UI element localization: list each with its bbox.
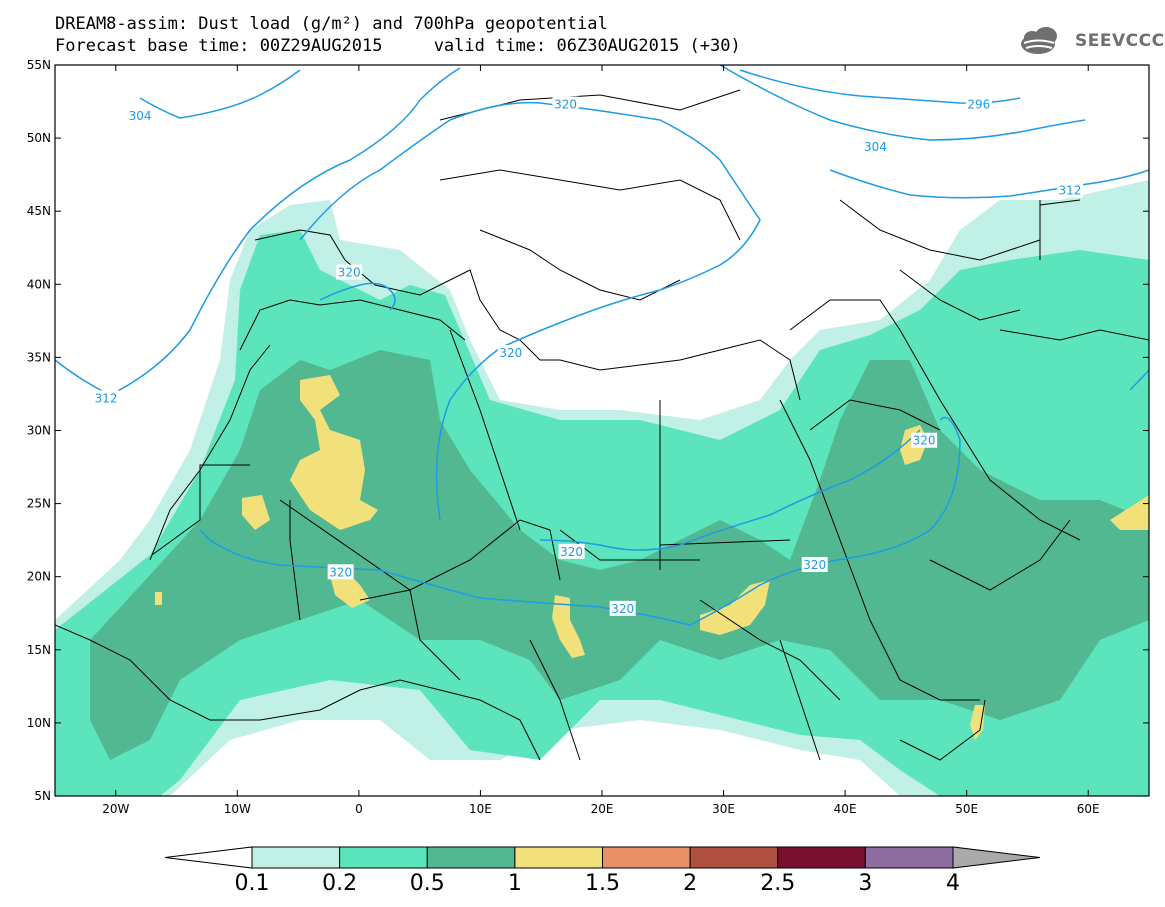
contour-label: 320 [560,545,583,559]
contour-312-east [829,169,1149,199]
colorbar-label: 1 [508,871,522,896]
contour-label: 320 [803,558,826,572]
colorbar-box [602,846,691,869]
colorbar-box [689,846,779,869]
lat-label: 15N [27,643,51,657]
contour-label: 312 [1059,184,1082,198]
lon-label: 60E [1077,802,1100,816]
lat-label: 5N [34,789,51,803]
contour-label: 320 [611,602,634,616]
contour-label-bg [609,600,636,616]
dust-fields [55,180,1149,796]
lon-label: 50E [955,802,978,816]
colorbar-low-triangle [164,846,253,869]
colorbar-label: 0.2 [322,871,357,896]
contour-label: 296 [967,97,990,111]
contour-label-bg [862,138,889,154]
lon-label: 10E [469,802,492,816]
longitude-labels: 20W 10W 0 10E 20E 30E 40E 50E 60E [102,65,1100,816]
contour-label: 312 [95,391,118,405]
contour-304-east [719,65,1086,141]
map-title: DREAM8-assim: Dust load (g/m²) and 700hP… [55,14,608,34]
colorbar-label: 0.5 [410,871,445,896]
colorbar-box [251,846,341,869]
lat-label: 25N [27,497,51,511]
contour-label: 320 [913,434,936,448]
contour-320-sahel [539,429,921,551]
contour-320-iberia [319,282,396,311]
lat-label: 45N [27,204,51,218]
contour-label-bg [801,557,828,573]
colorbar-box [339,846,428,869]
contour-label: 320 [499,346,522,360]
lat-label: 50N [27,131,51,145]
colorbar-box [777,846,866,869]
lon-label: 30E [712,802,735,816]
contour-label-bg [558,543,585,559]
latitude-labels: 55N 50N 45N 40N 35N 30N 25N 20N 15N 10N 5N [27,58,1149,803]
contour-label: 320 [554,97,577,111]
colorbar-box [514,846,603,869]
contour-label: 320 [338,266,361,280]
lat-label: 20N [27,570,51,584]
contour-label-bg [93,390,120,406]
contour-labels: 304 320 296 304 312 320 320 312 320 320 320 320 320 [93,96,1083,616]
contour-label-bg [127,108,154,124]
colorbar-high-triangle [952,846,1041,869]
colorbar-label: 0.1 [235,871,270,896]
colorbar-box [426,846,516,869]
contour-label-bg [911,432,938,448]
contour-304-west [139,69,301,119]
colorbar-label: 2.5 [760,871,795,896]
lon-label: 0 [355,802,363,816]
lat-label: 10N [27,716,51,730]
lat-label: 55N [27,58,51,72]
contour-label-bg [965,96,992,112]
map-subtitle: Forecast base time: 00Z29AUG2015 valid t… [55,36,741,56]
colorbar: 0.1 0.2 0.5 1 1.5 2 2.5 3 4 [164,846,1041,896]
contour-label-bg [497,345,524,361]
colorbar-label: 4 [946,871,960,896]
lon-label: 20E [591,802,614,816]
colorbar-label: 1.5 [585,871,620,896]
contour-label-bg [552,96,579,112]
lon-label: 20W [102,802,129,816]
lon-label: 10W [224,802,251,816]
lon-label: 40E [834,802,857,816]
contour-label: 304 [864,140,887,154]
contour-320-east-edge [1129,369,1149,391]
logo-text: SEEVCCC [1075,31,1165,51]
colorbar-box [864,846,954,869]
contour-label: 320 [329,565,352,579]
cloud-icon [1021,27,1057,54]
colorbar-label: 3 [858,871,872,896]
contour-label-bg [327,564,354,580]
lat-label: 40N [27,277,51,291]
contour-label-bg [336,264,363,280]
lat-label: 30N [27,424,51,438]
colorbar-label: 2 [683,871,697,896]
contour-label: 304 [129,109,152,123]
lat-label: 35N [27,350,51,364]
contour-label-bg [1056,182,1083,198]
